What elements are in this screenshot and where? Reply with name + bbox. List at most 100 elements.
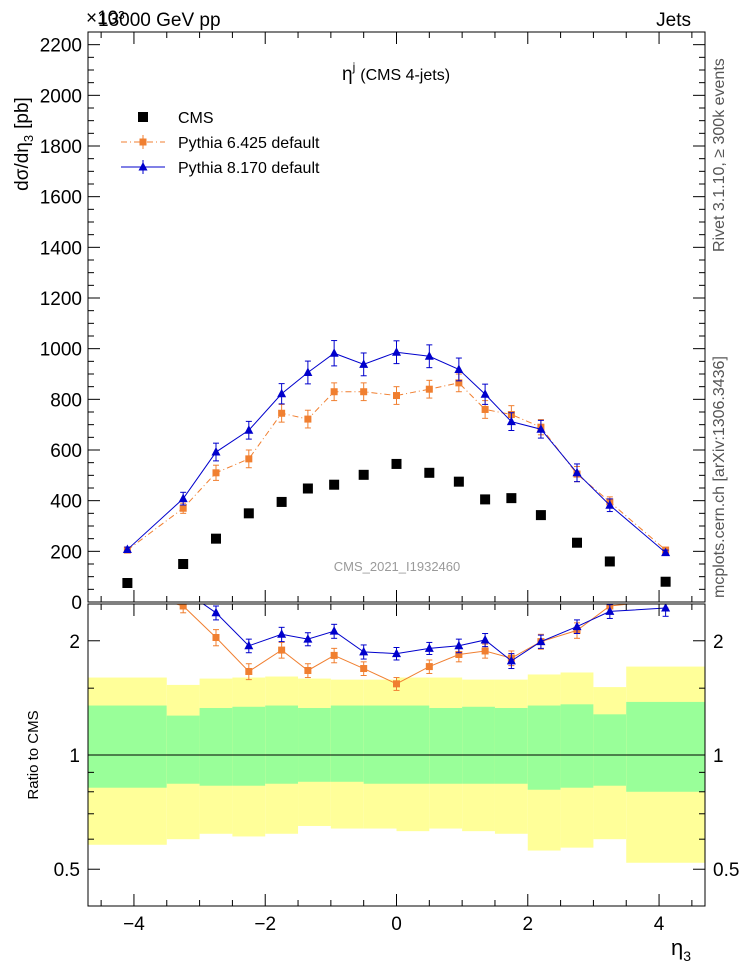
data-point bbox=[359, 646, 369, 656]
plot-title-sup: j bbox=[352, 60, 356, 74]
uncertainty-band-inner bbox=[626, 701, 705, 792]
y-tick-label: 1400 bbox=[40, 238, 82, 259]
data-point bbox=[360, 388, 368, 396]
data-point bbox=[329, 348, 339, 357]
side-label-rivet: Rivet 3.1.10, ≥ 300k events bbox=[711, 58, 728, 252]
y-tick-label: 1000 bbox=[40, 340, 82, 361]
ratio-y-tick-label: 1 bbox=[69, 746, 80, 767]
data-point bbox=[303, 634, 313, 643]
header-exponent: ×10³ bbox=[86, 8, 125, 29]
x-tick-label: −2 bbox=[254, 914, 276, 935]
data-point bbox=[302, 483, 313, 494]
data-point bbox=[661, 604, 671, 612]
data-point bbox=[358, 469, 369, 480]
data-point bbox=[535, 510, 546, 521]
legend-marker bbox=[139, 138, 147, 146]
data-point bbox=[506, 655, 516, 665]
x-tick-label: −4 bbox=[123, 914, 145, 935]
data-point bbox=[278, 646, 286, 654]
y-axis-label-sub: 3 bbox=[21, 135, 36, 142]
data-point bbox=[360, 665, 368, 673]
data-point bbox=[660, 576, 671, 587]
data-point bbox=[303, 367, 313, 376]
data-point bbox=[661, 547, 671, 557]
data-point bbox=[455, 379, 463, 387]
y-tick-label: 800 bbox=[50, 390, 82, 411]
data-point bbox=[481, 647, 489, 655]
data-point bbox=[243, 508, 254, 519]
uncertainty-band-inner bbox=[429, 708, 463, 784]
data-point bbox=[211, 607, 221, 617]
data-point bbox=[244, 425, 254, 434]
data-point bbox=[211, 447, 221, 456]
data-point bbox=[245, 455, 253, 463]
uncertainty-band-inner bbox=[88, 705, 167, 788]
data-point bbox=[179, 604, 187, 610]
uncertainty-band-inner bbox=[593, 714, 627, 786]
x-tick-label: 0 bbox=[391, 914, 402, 935]
uncertainty-band-inner bbox=[494, 708, 528, 784]
legend-label: Pythia 8.170 default bbox=[178, 160, 320, 177]
data-point bbox=[244, 640, 254, 650]
plot-title-eta: η bbox=[342, 64, 353, 85]
y-tick-label: 1600 bbox=[40, 188, 82, 209]
data-point bbox=[393, 680, 400, 688]
data-point bbox=[329, 479, 340, 490]
data-point bbox=[278, 409, 286, 417]
uncertainty-band-inner bbox=[199, 708, 233, 786]
data-point bbox=[454, 364, 464, 373]
data-point bbox=[425, 663, 433, 671]
y-tick-label: 2000 bbox=[40, 86, 82, 107]
uncertainty-band-inner bbox=[265, 705, 299, 784]
series-line bbox=[127, 351, 666, 553]
y-tick-label: 1200 bbox=[40, 289, 82, 310]
data-point bbox=[481, 405, 489, 413]
data-point bbox=[425, 385, 433, 393]
data-point bbox=[480, 634, 490, 644]
data-point bbox=[506, 416, 516, 426]
uncertainty-band-inner bbox=[330, 705, 364, 782]
uncertainty-band-inner bbox=[166, 715, 200, 784]
x-tick-label: 4 bbox=[654, 914, 665, 935]
data-point bbox=[393, 392, 400, 400]
data-point bbox=[178, 559, 189, 569]
data-point bbox=[392, 648, 401, 658]
data-point bbox=[480, 389, 490, 398]
legend-marker bbox=[138, 162, 148, 171]
legend-label: CMS bbox=[178, 110, 214, 127]
data-point bbox=[536, 424, 546, 433]
data-point bbox=[329, 626, 339, 635]
data-point bbox=[277, 388, 287, 398]
x-axis-label-main: η bbox=[671, 935, 683, 960]
uncertainty-band-inner bbox=[363, 705, 397, 784]
data-point bbox=[424, 467, 435, 478]
data-point bbox=[210, 533, 221, 544]
y-tick-label: 0 bbox=[71, 593, 82, 614]
data-point bbox=[572, 621, 582, 631]
data-point bbox=[245, 667, 253, 675]
plot-title-rest: (CMS 4-jets) bbox=[360, 67, 450, 84]
x-axis-label: η3 bbox=[671, 935, 691, 964]
data-point bbox=[605, 500, 615, 509]
uncertainty-band-inner bbox=[462, 706, 495, 784]
uncertainty-band-inner bbox=[298, 708, 331, 782]
data-point bbox=[179, 504, 187, 512]
data-point bbox=[536, 636, 546, 646]
data-point bbox=[392, 347, 401, 356]
data-point bbox=[212, 634, 220, 642]
data-point bbox=[662, 597, 669, 604]
legend-marker bbox=[138, 112, 148, 122]
y-tick-label: 2200 bbox=[40, 36, 82, 57]
data-point bbox=[359, 359, 369, 368]
uncertainty-band-inner bbox=[527, 705, 561, 790]
legend: CMS Pythia 6.425 default Pythia 8.170 defa… bbox=[121, 110, 320, 177]
ratio-axis-label: Ratio to CMS bbox=[25, 710, 42, 799]
data-point bbox=[604, 556, 615, 567]
data-point bbox=[424, 351, 434, 360]
data-point bbox=[455, 651, 463, 659]
bottom-panel: 0.5 0.5 1 1 2 2 −4 −2 0 2 4 Ratio to CMS η3 bbox=[25, 597, 739, 964]
y-tick-label: 400 bbox=[50, 492, 82, 513]
data-point bbox=[572, 537, 583, 548]
ratio-y-tick-label: 2 bbox=[69, 632, 80, 653]
series-line bbox=[127, 382, 666, 551]
